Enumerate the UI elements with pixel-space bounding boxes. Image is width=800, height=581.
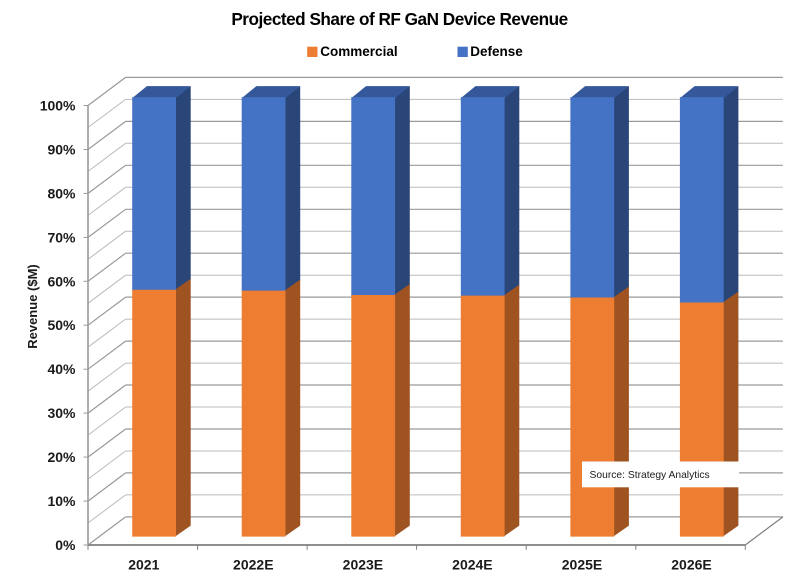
- svg-text:90%: 90%: [47, 142, 76, 158]
- svg-text:Commercial: Commercial: [320, 44, 397, 59]
- svg-text:20%: 20%: [47, 449, 76, 465]
- svg-text:30%: 30%: [47, 405, 76, 421]
- svg-text:Defense: Defense: [470, 44, 523, 59]
- svg-text:80%: 80%: [47, 185, 76, 201]
- svg-text:2023E: 2023E: [343, 557, 383, 573]
- svg-text:40%: 40%: [47, 361, 76, 377]
- svg-text:0%: 0%: [55, 537, 76, 553]
- svg-text:70%: 70%: [47, 229, 76, 245]
- svg-text:60%: 60%: [47, 273, 76, 289]
- svg-text:100%: 100%: [40, 98, 76, 114]
- svg-text:2026E: 2026E: [671, 557, 711, 573]
- svg-text:2022E: 2022E: [233, 557, 273, 573]
- svg-text:2024E: 2024E: [452, 557, 492, 573]
- svg-text:Source: Strategy Analytics: Source: Strategy Analytics: [590, 470, 710, 481]
- svg-text:Projected Share of RF GaN Devi: Projected Share of RF GaN Device Revenue: [231, 9, 567, 29]
- svg-text:2021: 2021: [128, 557, 159, 573]
- svg-text:10%: 10%: [47, 493, 76, 509]
- svg-text:50%: 50%: [47, 317, 76, 333]
- svg-text:2025E: 2025E: [562, 557, 602, 573]
- svg-text:Revenue ($M): Revenue ($M): [25, 264, 40, 349]
